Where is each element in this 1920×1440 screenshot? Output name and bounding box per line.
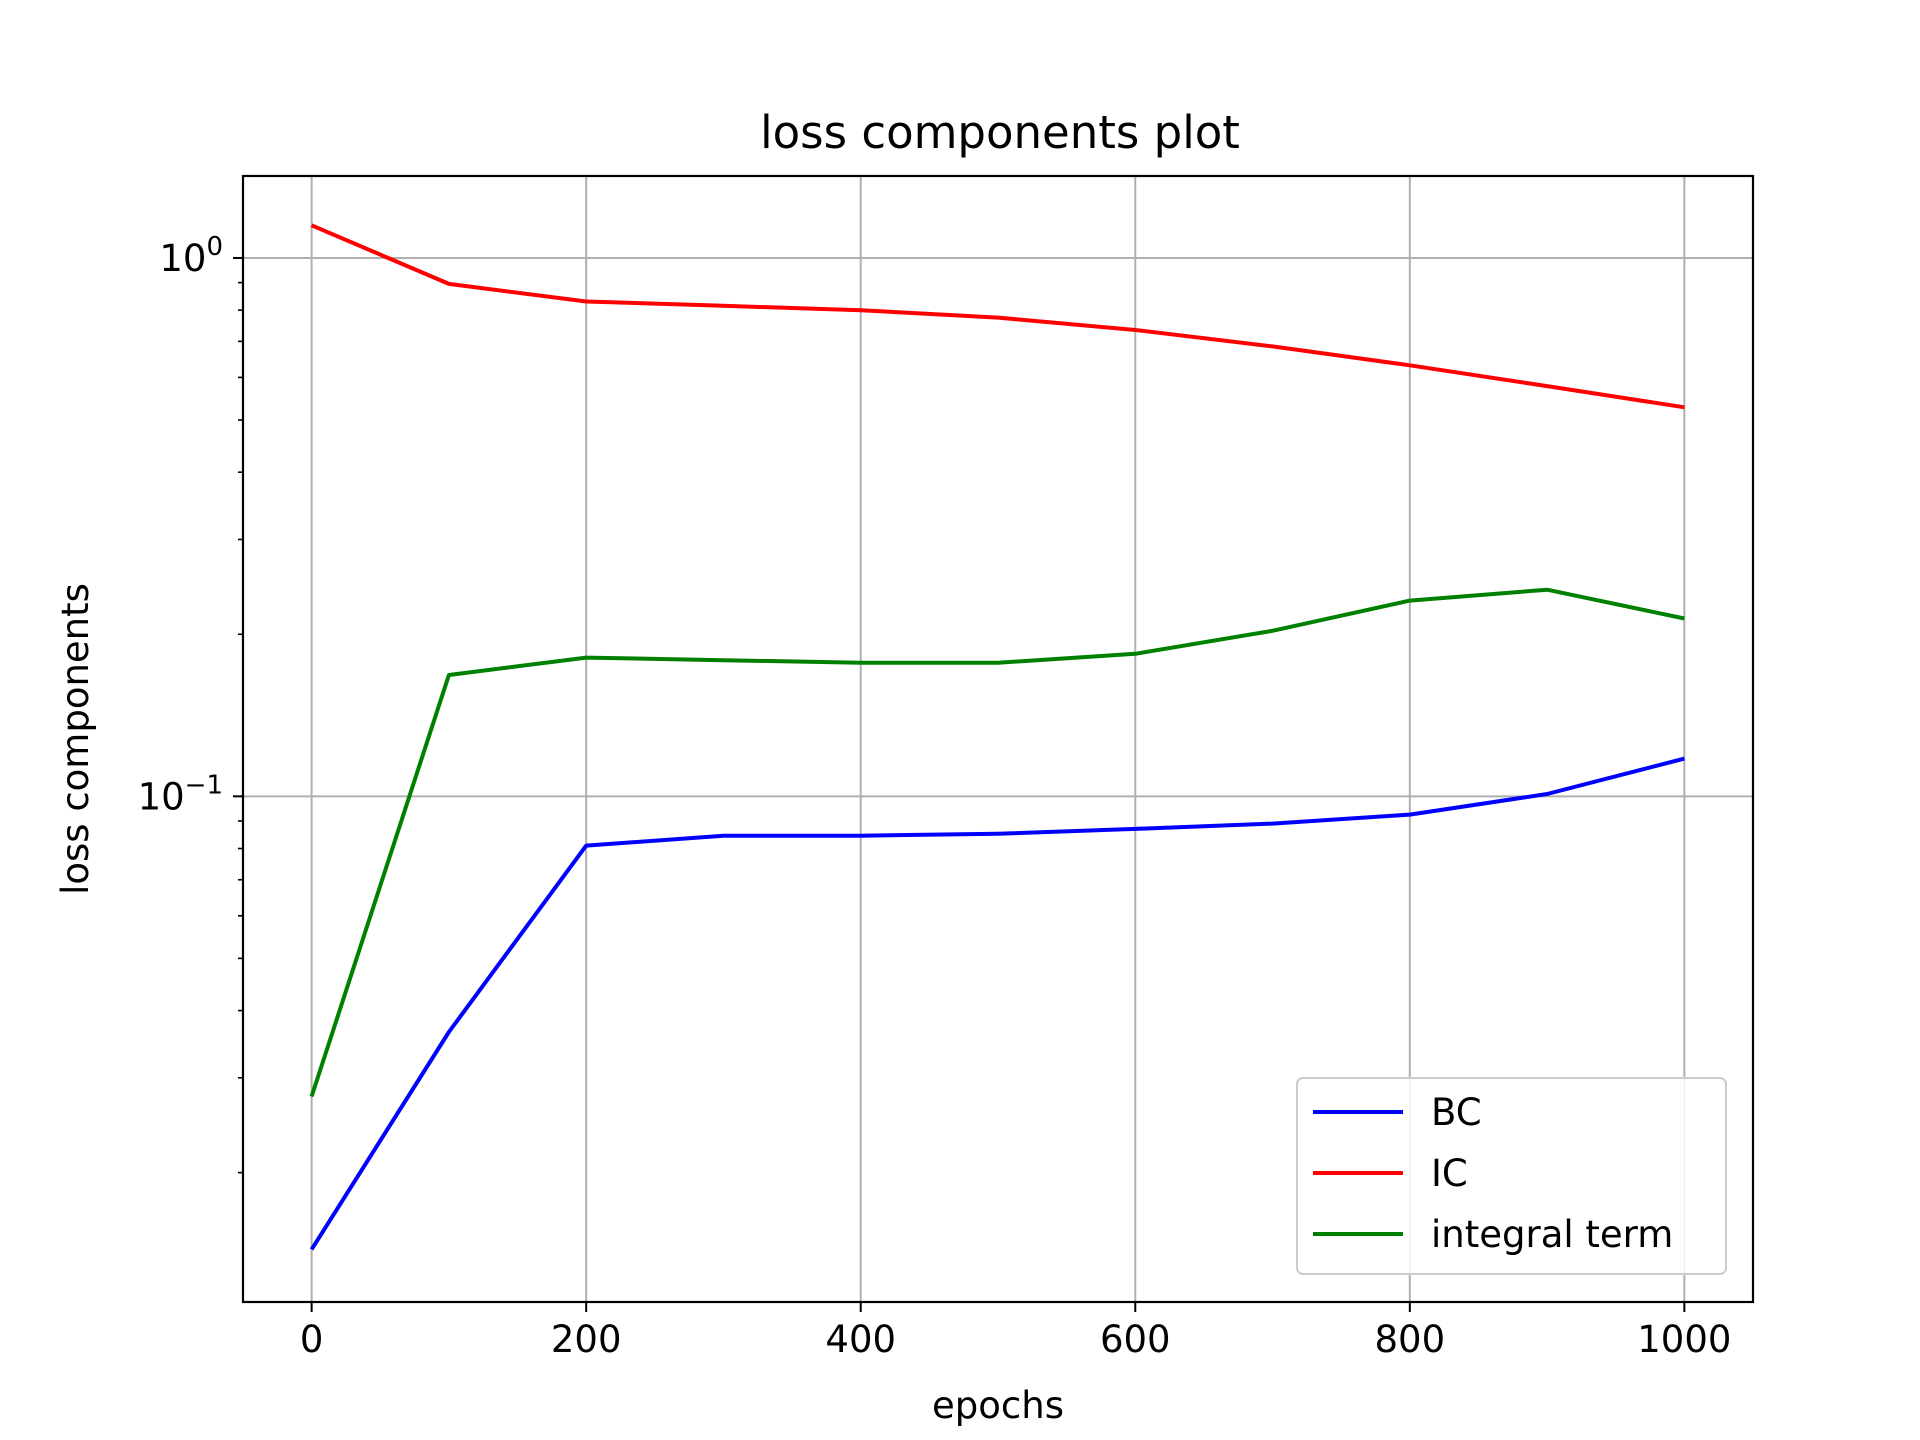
y-ticks: 100 10−1: [138, 232, 243, 1174]
series-line-ic: [310, 223, 1685, 410]
series-group: [309, 223, 1685, 1251]
legend-label: BC: [1431, 1091, 1482, 1134]
x-tick-label: 400: [825, 1318, 896, 1361]
y-tick-label: 100: [159, 232, 223, 280]
chart-title: loss components plot: [760, 106, 1240, 159]
legend-label: IC: [1431, 1152, 1468, 1195]
x-tick-label: 800: [1375, 1318, 1446, 1361]
legend-box: [1296, 1077, 1727, 1275]
x-tick-label: 600: [1100, 1318, 1171, 1361]
legend: BC IC integral term: [1296, 1077, 1727, 1275]
x-tick-label: 1000: [1637, 1318, 1731, 1361]
y-axis-label: loss components: [54, 583, 97, 895]
x-tick-label: 200: [551, 1318, 622, 1361]
plot-frame: [241, 174, 1755, 1304]
series-line-integral-term: [309, 587, 1685, 1098]
x-tick-label: 0: [300, 1318, 324, 1361]
legend-label: integral term: [1431, 1213, 1673, 1256]
x-axis-label: epochs: [932, 1384, 1064, 1427]
grid: [243, 176, 1753, 1302]
x-ticks: 0 200 400 600 800 1000: [300, 1302, 1731, 1361]
series-line-bc: [309, 756, 1685, 1251]
y-tick-label: 10−1: [138, 770, 223, 818]
